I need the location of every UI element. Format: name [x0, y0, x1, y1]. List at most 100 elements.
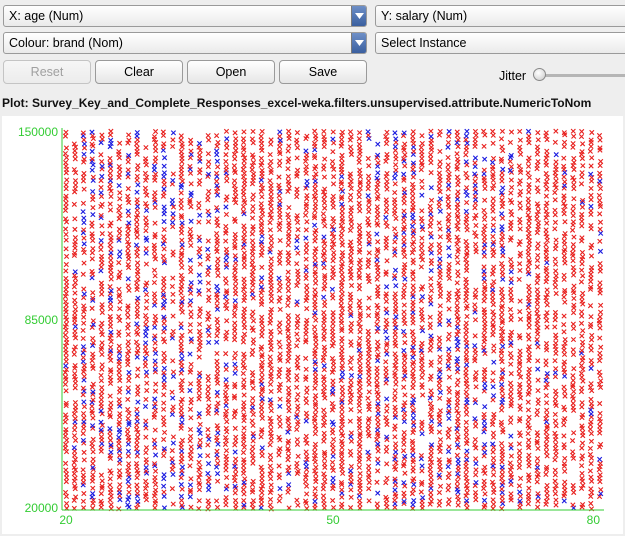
jitter-slider-thumb[interactable]	[533, 68, 546, 81]
data-point	[170, 434, 177, 440]
data-point	[250, 276, 256, 282]
scatter-plot-area[interactable]: 20 50 80 150000 85000 20000	[2, 116, 623, 534]
data-point	[259, 453, 265, 459]
data-point	[223, 366, 229, 372]
data-point	[161, 226, 167, 233]
data-point	[81, 227, 87, 233]
open-button[interactable]: Open	[187, 60, 275, 84]
data-point	[98, 212, 104, 219]
data-point	[178, 163, 185, 170]
data-point	[570, 219, 577, 225]
data-point	[223, 158, 229, 165]
data-point	[384, 284, 390, 290]
data-point	[170, 249, 176, 255]
data-point	[534, 407, 541, 414]
data-point	[392, 497, 398, 503]
data-point	[240, 370, 246, 377]
clear-button[interactable]: Clear	[95, 60, 183, 84]
data-point	[446, 415, 452, 422]
data-point	[402, 253, 408, 260]
data-point	[116, 171, 123, 177]
data-point	[366, 389, 372, 395]
data-point	[188, 280, 194, 286]
data-point	[125, 159, 131, 165]
chevron-down-icon[interactable]	[351, 33, 366, 53]
data-point	[525, 347, 531, 353]
data-point	[356, 388, 362, 394]
data-point	[134, 307, 140, 313]
data-point	[107, 162, 113, 168]
data-point	[429, 392, 435, 398]
data-point	[490, 222, 496, 228]
data-point	[348, 505, 354, 511]
colour-select[interactable]: Colour: brand (Nom)	[3, 32, 367, 54]
save-button[interactable]: Save	[279, 60, 367, 84]
data-point	[295, 502, 301, 508]
data-point	[419, 224, 425, 230]
data-point	[98, 397, 104, 403]
data-point	[507, 139, 514, 146]
data-point	[365, 230, 372, 236]
data-point	[233, 147, 239, 154]
data-point	[116, 182, 122, 189]
data-point	[348, 192, 354, 198]
data-point	[294, 155, 300, 161]
data-point	[241, 479, 247, 486]
select-instance-label: Select Instance	[381, 36, 467, 50]
data-point	[392, 464, 398, 470]
data-point	[507, 380, 514, 386]
jitter-slider-track[interactable]	[535, 74, 625, 77]
data-point	[161, 141, 167, 147]
data-point	[303, 483, 310, 489]
data-point	[473, 132, 479, 138]
data-point	[597, 460, 604, 466]
data-point	[215, 430, 221, 436]
data-point	[161, 472, 167, 478]
data-point	[544, 324, 550, 330]
data-point	[491, 182, 497, 188]
chevron-down-icon[interactable]	[351, 6, 366, 26]
data-point	[500, 426, 506, 433]
data-point	[374, 505, 381, 511]
data-point	[125, 246, 131, 252]
select-instance-select[interactable]: Select Instance	[375, 32, 625, 54]
data-point	[446, 331, 452, 337]
data-point	[347, 303, 353, 309]
data-point	[543, 242, 549, 248]
data-point	[437, 303, 443, 309]
data-point	[223, 408, 229, 414]
data-point	[437, 164, 443, 170]
data-point	[107, 437, 114, 443]
data-point	[72, 427, 78, 433]
data-point	[329, 286, 335, 292]
data-point	[125, 406, 131, 413]
data-point	[569, 227, 576, 233]
data-point	[99, 253, 105, 259]
data-point	[446, 444, 452, 450]
data-point	[222, 294, 229, 300]
reset-button[interactable]: Reset	[3, 60, 91, 84]
data-point	[544, 318, 550, 324]
data-point	[80, 467, 86, 473]
data-point	[428, 498, 434, 504]
data-point	[490, 309, 496, 315]
data-point	[490, 434, 497, 440]
data-point	[347, 468, 354, 474]
data-point	[579, 309, 585, 315]
data-point	[588, 314, 594, 320]
data-point	[197, 254, 203, 260]
data-point	[562, 336, 568, 343]
data-point	[63, 145, 70, 151]
data-point	[473, 233, 479, 239]
data-point	[294, 283, 300, 289]
data-point	[481, 307, 487, 313]
data-point	[268, 336, 274, 343]
y-axis-select[interactable]: Y: salary (Num)	[375, 5, 625, 27]
x-axis-select[interactable]: X: age (Num)	[3, 5, 367, 27]
data-point	[571, 159, 577, 165]
data-point	[446, 397, 452, 403]
data-point	[552, 212, 558, 218]
data-point	[224, 178, 230, 184]
data-point	[90, 464, 96, 471]
data-point	[384, 475, 390, 481]
